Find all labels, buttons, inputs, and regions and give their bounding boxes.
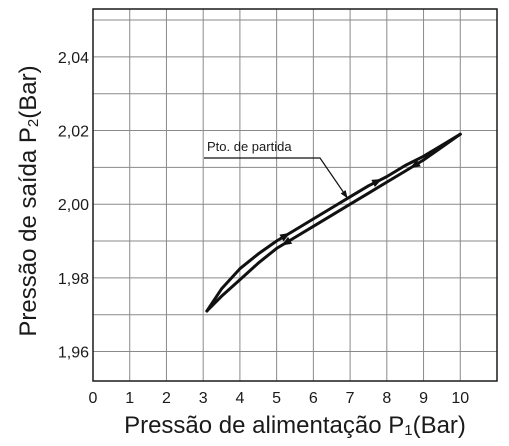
series-line-2 bbox=[205, 132, 462, 313]
series-point bbox=[404, 164, 406, 167]
series-point bbox=[239, 267, 241, 270]
x-tick-label: 4 bbox=[235, 390, 244, 407]
x-tick-label: 3 bbox=[199, 390, 208, 407]
series-point bbox=[206, 310, 208, 312]
series-point bbox=[441, 146, 443, 148]
x-axis-label-unit: (Bar) bbox=[413, 412, 466, 439]
y-tick-label: 1,98 bbox=[58, 271, 89, 288]
y-tick-label: 2,00 bbox=[58, 197, 89, 214]
series-point bbox=[294, 236, 296, 239]
series-point bbox=[404, 170, 406, 172]
series-point bbox=[367, 184, 370, 187]
series-point bbox=[312, 225, 315, 228]
x-axis-label-subscript: 1 bbox=[404, 422, 412, 439]
series-point bbox=[386, 175, 388, 178]
series-point bbox=[330, 214, 333, 217]
x-tick-label: 2 bbox=[162, 390, 171, 407]
annotation-leader bbox=[204, 157, 348, 199]
x-tick-label: 0 bbox=[89, 390, 98, 407]
x-tick-label: 9 bbox=[419, 390, 428, 407]
series-point bbox=[275, 240, 278, 242]
x-tick-label: 5 bbox=[272, 390, 281, 407]
direction-arrow bbox=[410, 159, 421, 169]
tick-labels: 0 1 2 3 4 5 6 7 8 9 10 1,96 1,98 2,00 2,02 2,04 bbox=[58, 50, 469, 407]
series-point bbox=[220, 288, 223, 290]
grid-lines bbox=[93, 9, 497, 381]
series-point bbox=[312, 218, 315, 220]
direction-arrow bbox=[279, 232, 291, 242]
series-point bbox=[459, 133, 462, 136]
x-tick-label: 8 bbox=[382, 390, 391, 407]
y-axis-label: Pressão de saída P2(Bar) bbox=[15, 65, 42, 336]
plot-frame bbox=[92, 8, 498, 382]
series-point bbox=[386, 181, 388, 183]
y-axis-label-unit: (Bar) bbox=[15, 65, 42, 118]
x-tick-label: 1 bbox=[125, 390, 134, 407]
x-tick-label: 6 bbox=[309, 390, 318, 407]
y-tick-label: 1,96 bbox=[58, 345, 89, 362]
series-point bbox=[422, 159, 425, 161]
series-point bbox=[294, 229, 296, 231]
annotation-text: Pto. de partida bbox=[207, 139, 292, 154]
series-point bbox=[367, 192, 370, 194]
series-point bbox=[275, 247, 278, 250]
y-tick-label: 2,04 bbox=[58, 50, 89, 67]
y-tick-label: 2,02 bbox=[58, 124, 89, 141]
series-point bbox=[220, 295, 223, 298]
x-axis-label: Pressão de alimentação P1(Bar) bbox=[124, 412, 466, 439]
series-point bbox=[239, 278, 241, 281]
series-layer bbox=[205, 132, 462, 313]
series-point bbox=[257, 253, 260, 255]
y-axis-label-subscript: 2 bbox=[25, 119, 42, 127]
series-point bbox=[349, 196, 351, 198]
series-point bbox=[257, 262, 260, 264]
x-tick-label: 10 bbox=[451, 390, 469, 407]
x-tick-label: 7 bbox=[346, 390, 355, 407]
direction-arrow bbox=[281, 236, 293, 246]
series-point bbox=[422, 155, 425, 158]
series-point bbox=[349, 203, 351, 206]
annotation-layer: Pto. de partida bbox=[204, 139, 348, 199]
direction-arrow bbox=[371, 178, 383, 188]
series-point bbox=[330, 207, 333, 209]
